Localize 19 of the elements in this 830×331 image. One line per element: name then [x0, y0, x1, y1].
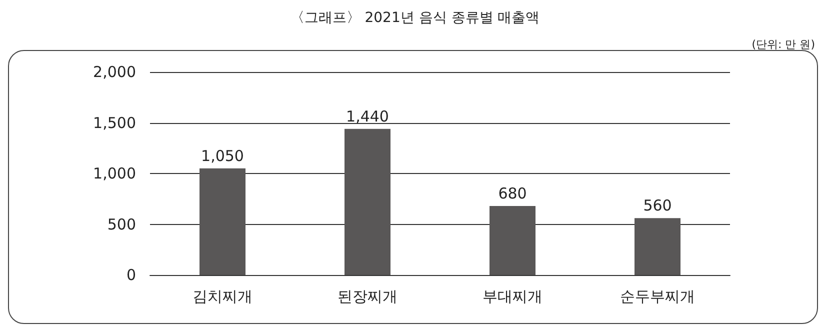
x-tick-label: 김치찌개 [192, 288, 252, 306]
y-tick-label: 2,000 [93, 63, 136, 81]
data-label: 1,440 [346, 107, 389, 126]
y-tick-label: 1,000 [93, 164, 136, 182]
y-tick-label: 0 [126, 266, 136, 284]
x-tick-label: 부대찌개 [482, 288, 542, 306]
y-tick-label: 1,500 [93, 114, 136, 132]
x-tick-label: 순두부찌개 [620, 288, 695, 306]
y-tick-label: 500 [107, 215, 136, 234]
bar [634, 218, 680, 275]
bar [344, 128, 390, 275]
data-label: 560 [643, 196, 672, 215]
bar [200, 168, 246, 275]
chart-title: 〈그래프〉 2021년 음식 종류별 매출액 [290, 10, 540, 26]
bar [490, 206, 536, 275]
data-label: 680 [498, 184, 527, 202]
data-label: 1,050 [201, 146, 244, 165]
x-tick-label: 된장찌개 [338, 288, 398, 306]
text: (단위: 만 원) [752, 38, 816, 51]
